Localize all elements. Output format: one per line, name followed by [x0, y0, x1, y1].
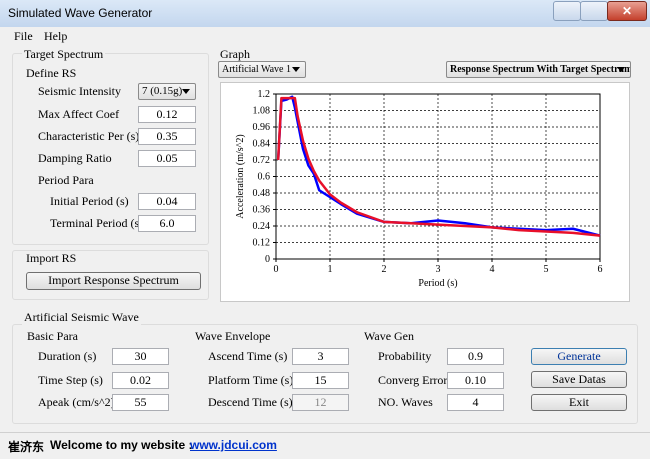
author: 崔济东 [8, 440, 45, 454]
y-tick-label: 0.96 [253, 122, 271, 133]
group-title: Graph [220, 47, 250, 61]
status-bar: 崔济东 Welcome to my website : www.jdcui.co… [0, 432, 650, 459]
chart-panel [220, 82, 630, 302]
y-tick-label: 0.48 [253, 188, 271, 199]
mode-dropdown[interactable]: Response Spectrum With Target Spectrum [446, 61, 631, 78]
field-label: Duration (s) [38, 349, 97, 363]
group-title: Artificial Seismic Wave [22, 310, 141, 325]
field-label: Apeak (cm/s^2) [38, 395, 115, 409]
text-input[interactable]: 55 [112, 394, 169, 411]
dropdown-arrow [617, 67, 625, 72]
y-tick-label: 0.12 [253, 238, 271, 249]
action-button[interactable]: Generate [531, 348, 627, 365]
y-tick-label: 0.72 [253, 155, 271, 166]
x-tick-label: 5 [544, 264, 549, 275]
text-input[interactable]: 0.04 [138, 193, 196, 210]
group-title: Wave Envelope [195, 329, 271, 343]
y-tick-label: 0 [265, 254, 270, 265]
x-tick-label: 2 [382, 264, 387, 275]
field-label: Converg Error [378, 373, 448, 387]
wave-group [12, 324, 638, 424]
text-input[interactable]: 0.35 [138, 128, 196, 145]
x-tick-label: 6 [598, 264, 603, 275]
dropdown-arrow [182, 89, 190, 94]
close-button[interactable]: ✕ [607, 1, 647, 21]
spectrum-line [276, 95, 601, 237]
field-label: Seismic Intensity [38, 84, 121, 98]
text-input[interactable]: 3 [292, 348, 349, 365]
wave-dropdown[interactable]: Artificial Wave 1 [218, 61, 306, 78]
y-tick-label: 0.6 [258, 172, 271, 183]
text-input[interactable]: 0.05 [138, 150, 196, 167]
text-input[interactable]: 0.02 [112, 372, 169, 389]
action-button[interactable]: Save Datas [531, 371, 627, 388]
text-input[interactable]: 0.9 [447, 348, 504, 365]
y-tick-label: 0.24 [253, 221, 271, 232]
action-button[interactable]: Exit [531, 394, 627, 411]
group-title: Basic Para [27, 329, 78, 343]
y-tick-label: 1.2 [258, 89, 271, 100]
text-input[interactable]: 15 [292, 372, 349, 389]
field-label: Ascend Time (s) [208, 349, 288, 363]
field-label: Platform Time (s) [208, 373, 294, 387]
spectrum-line [276, 96, 601, 237]
menu-item[interactable]: Help [44, 29, 68, 43]
field-label: Probability [378, 349, 432, 363]
field-label: NO. Waves [378, 395, 433, 409]
dropdown[interactable]: 7 (0.15g) [138, 83, 196, 100]
field-label: Time Step (s) [38, 373, 103, 387]
import-rs-group [12, 250, 209, 300]
group-title: Import RS [26, 251, 77, 265]
group-title: Period Para [38, 173, 94, 187]
import-button[interactable]: Import Response Spectrum [26, 272, 201, 290]
text-input[interactable]: 30 [112, 348, 169, 365]
text-input[interactable]: 6.0 [138, 215, 196, 232]
text-input[interactable]: 4 [447, 394, 504, 411]
group-title: Define RS [26, 66, 77, 80]
text-input[interactable]: 12 [292, 394, 349, 411]
field-label: Descend Time (s) [208, 395, 293, 409]
y-tick-label: 1.08 [253, 106, 271, 117]
group-title: Target Spectrum [22, 47, 106, 62]
field-label: Terminal Period (s) [50, 216, 144, 230]
x-tick-label: 0 [274, 264, 279, 275]
menu-item[interactable]: File [14, 29, 33, 43]
x-tick-label: 4 [490, 264, 495, 275]
x-tick-label: 3 [436, 264, 441, 275]
dropdown-arrow [292, 67, 300, 72]
field-label: Characteristic Per (s) [38, 129, 140, 143]
x-tick-label: 1 [328, 264, 333, 275]
text-input[interactable]: 0.10 [447, 372, 504, 389]
x-axis-label: Period (s) [418, 278, 457, 289]
field-label: Max Affect Coef [38, 107, 120, 121]
group-title: Wave Gen [364, 329, 415, 343]
y-tick-label: 0.36 [253, 205, 271, 216]
field-label: Damping Ratio [38, 151, 112, 165]
define-rs-group [12, 53, 209, 245]
y-axis-label: Acceleration (m/s^2) [235, 134, 246, 218]
welcome-text: Welcome to my website : [50, 438, 193, 452]
y-tick-label: 0.84 [253, 139, 271, 150]
field-label: Initial Period (s) [50, 194, 129, 208]
text-input[interactable]: 0.12 [138, 106, 196, 123]
window-title: Simulated Wave Generator [8, 6, 153, 20]
website-link[interactable]: www.jdcui.com [190, 438, 277, 452]
title-bar: Simulated Wave Generator ✕ [0, 0, 650, 27]
